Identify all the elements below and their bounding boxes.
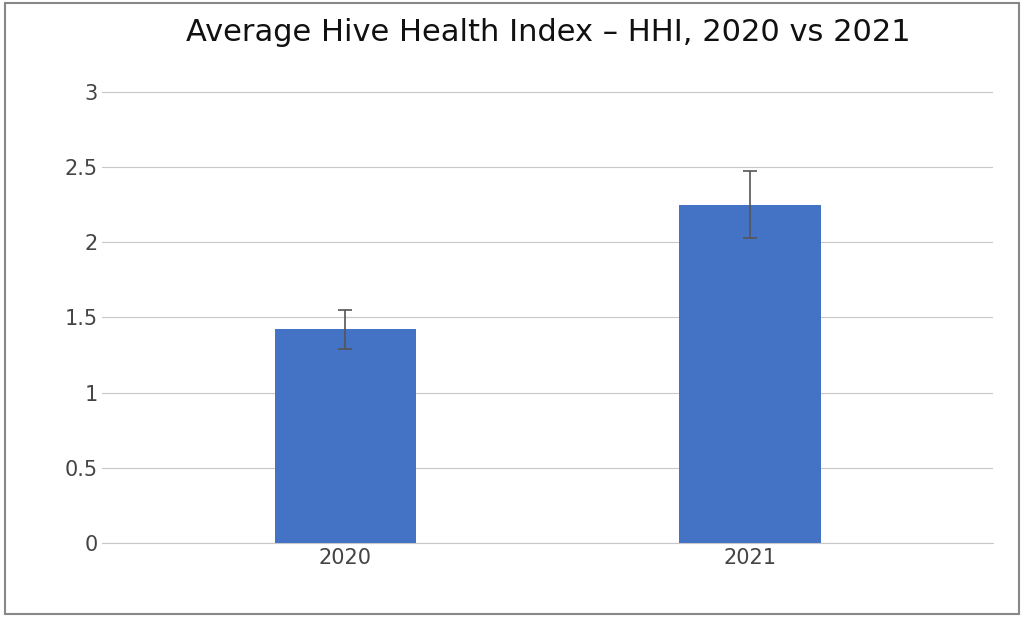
Bar [680, 205, 821, 543]
Bar [274, 329, 416, 543]
Title: Average Hive Health Index – HHI, 2020 vs 2021: Average Hive Health Index – HHI, 2020 vs… [185, 18, 910, 47]
